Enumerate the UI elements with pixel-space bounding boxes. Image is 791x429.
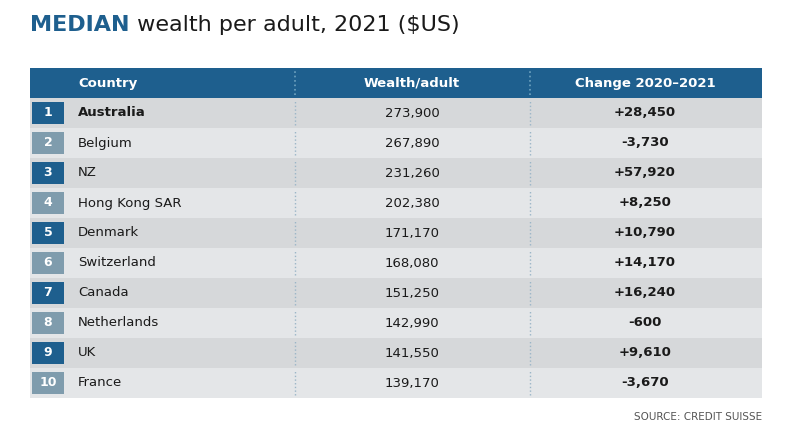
FancyBboxPatch shape [32,192,64,214]
Text: +8,250: +8,250 [619,196,672,209]
Text: France: France [78,377,123,390]
FancyBboxPatch shape [32,132,64,154]
FancyBboxPatch shape [30,368,762,398]
FancyBboxPatch shape [30,98,762,128]
Text: Switzerland: Switzerland [78,257,156,269]
Text: -600: -600 [628,317,662,329]
Text: Change 2020–2021: Change 2020–2021 [575,76,715,90]
Text: SOURCE: CREDIT SUISSE: SOURCE: CREDIT SUISSE [634,412,762,422]
FancyBboxPatch shape [32,162,64,184]
Text: +16,240: +16,240 [614,287,676,299]
Text: 273,900: 273,900 [384,106,439,120]
Text: 4: 4 [44,196,52,209]
FancyBboxPatch shape [32,222,64,244]
Text: 231,260: 231,260 [384,166,440,179]
Text: -3,730: -3,730 [621,136,669,149]
Text: MEDIAN: MEDIAN [30,15,130,35]
FancyBboxPatch shape [30,278,762,308]
FancyBboxPatch shape [30,128,762,158]
FancyBboxPatch shape [32,342,64,364]
FancyBboxPatch shape [32,312,64,334]
Text: NZ: NZ [78,166,97,179]
Text: 202,380: 202,380 [384,196,439,209]
Text: 141,550: 141,550 [384,347,440,360]
Text: 1: 1 [44,106,52,120]
Text: Denmark: Denmark [78,227,139,239]
Text: 5: 5 [44,227,52,239]
FancyBboxPatch shape [30,158,762,188]
Text: 2: 2 [44,136,52,149]
Text: +10,790: +10,790 [614,227,676,239]
Text: +28,450: +28,450 [614,106,676,120]
Text: UK: UK [78,347,97,360]
Text: Hong Kong SAR: Hong Kong SAR [78,196,181,209]
Text: 139,170: 139,170 [384,377,440,390]
Text: +14,170: +14,170 [614,257,676,269]
Text: 9: 9 [44,347,52,360]
Text: 7: 7 [44,287,52,299]
FancyBboxPatch shape [30,218,762,248]
Text: 3: 3 [44,166,52,179]
Text: -3,670: -3,670 [621,377,669,390]
FancyBboxPatch shape [30,248,762,278]
FancyBboxPatch shape [30,338,762,368]
Text: Country: Country [78,76,138,90]
FancyBboxPatch shape [30,308,762,338]
Text: Netherlands: Netherlands [78,317,159,329]
FancyBboxPatch shape [32,282,64,304]
FancyBboxPatch shape [32,252,64,274]
Text: 10: 10 [40,377,57,390]
Text: wealth per adult, 2021 ($US): wealth per adult, 2021 ($US) [130,15,459,35]
FancyBboxPatch shape [32,372,64,394]
Text: Canada: Canada [78,287,129,299]
Text: 6: 6 [44,257,52,269]
Text: 267,890: 267,890 [384,136,439,149]
Text: Wealth/adult: Wealth/adult [364,76,460,90]
Text: 168,080: 168,080 [384,257,439,269]
Text: +9,610: +9,610 [619,347,672,360]
Text: 151,250: 151,250 [384,287,440,299]
Text: Australia: Australia [78,106,146,120]
Text: 142,990: 142,990 [384,317,439,329]
Text: 171,170: 171,170 [384,227,440,239]
FancyBboxPatch shape [30,188,762,218]
Text: Belgium: Belgium [78,136,133,149]
FancyBboxPatch shape [30,68,762,98]
FancyBboxPatch shape [32,102,64,124]
Text: +57,920: +57,920 [614,166,676,179]
Text: 8: 8 [44,317,52,329]
